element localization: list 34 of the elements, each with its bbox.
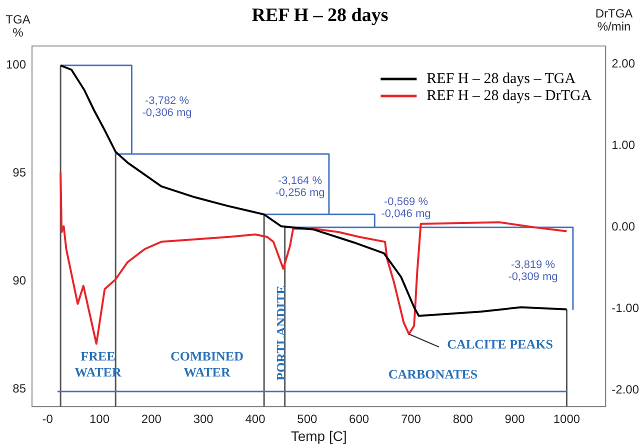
annotation: -0,569 % -0,046 mg xyxy=(381,196,431,220)
x-tick-label: 100 xyxy=(89,412,110,426)
annotation: CARBONATES xyxy=(388,366,478,382)
y2-axis-title: DrTGA %/min xyxy=(595,6,633,34)
y2-tick-label: 2.00 xyxy=(612,56,636,70)
annotation: -3,782 % -0,306 mg xyxy=(142,95,192,120)
annotation: -3,164 % -0,256 mg xyxy=(275,175,325,200)
x-tick-label: 500 xyxy=(297,412,318,426)
x-tick-label: 600 xyxy=(349,412,370,426)
legend-label: REF H – 28 days – DrTGA xyxy=(426,88,592,104)
chart-title: REF H – 28 days xyxy=(252,4,388,26)
legend-label: REF H – 28 days – TGA xyxy=(426,70,576,87)
x-tick-label: 400 xyxy=(245,412,266,426)
x-tick-label: -0 xyxy=(42,412,54,426)
x-tick-label: 200 xyxy=(141,412,162,426)
annotation: CALCITE PEAKS xyxy=(447,336,553,352)
y-tick-label: 90 xyxy=(12,274,26,288)
annotation: PORTLANDITE xyxy=(273,286,288,380)
y2-tick-label: 1.00 xyxy=(612,138,636,152)
x-tick-label: 1000 xyxy=(553,412,580,426)
y-tick-label: 95 xyxy=(12,166,26,180)
y2-tick-label: -2.00 xyxy=(612,382,640,397)
x-tick-label: 900 xyxy=(504,412,526,426)
y2-tick-label: 0.00 xyxy=(612,219,636,234)
y2-tick-label: -1.00 xyxy=(612,301,640,316)
x-tick-label: 700 xyxy=(400,412,422,426)
y-axis-title: TGA % xyxy=(6,12,30,40)
annotation: COMBINED WATER xyxy=(170,348,244,380)
annotation: -3,819 % -0,309 mg xyxy=(508,259,558,284)
y-tick-label: 100 xyxy=(6,58,26,72)
y-tick-label: 85 xyxy=(12,382,26,396)
x-tick-label: 800 xyxy=(452,412,474,426)
x-axis-title: Temp [C] xyxy=(290,428,347,444)
x-tick-label: 300 xyxy=(193,412,214,426)
